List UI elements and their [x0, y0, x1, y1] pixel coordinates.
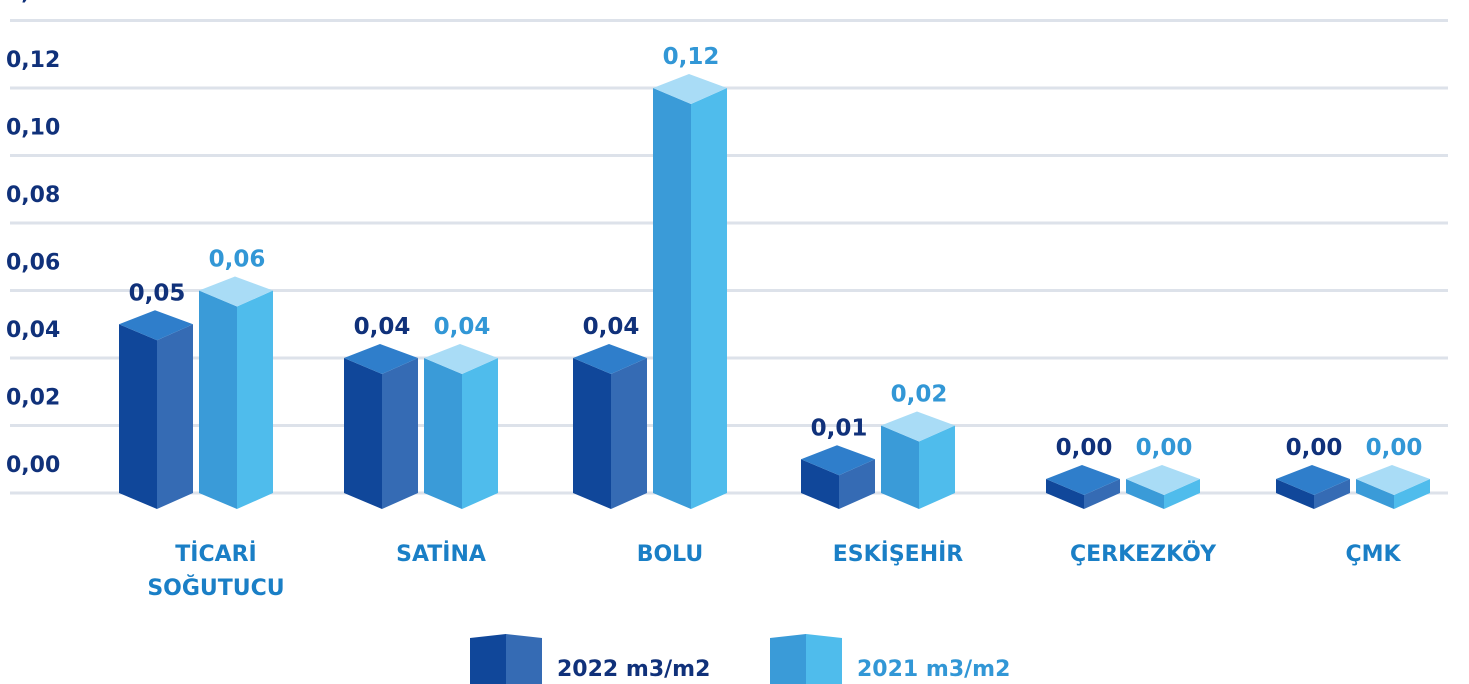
- y-tick-label: 0,00: [6, 453, 60, 478]
- value-label: 0,04: [583, 314, 640, 340]
- bar-side-face: [1164, 479, 1200, 509]
- bar-front-face: [1046, 479, 1084, 509]
- category-label: SATİNA: [396, 541, 486, 567]
- bar-top-face: [199, 276, 273, 307]
- bar-top-face: [1126, 465, 1200, 495]
- y-axis-ticks: 0,00 0,02 0,04 0,06 0,08 0,10 0,12 0,14: [6, 0, 60, 478]
- value-label: 0,02: [891, 382, 948, 408]
- value-label: 0,04: [434, 314, 491, 340]
- value-labels: 0,05 0,06 0,04 0,04 0,04 0,12 0,01 0,02 0,00 0,00…: [129, 44, 1423, 461]
- legend-swatch-front: [470, 634, 506, 684]
- y-tick-label: 0,02: [6, 386, 60, 411]
- bar-2021: [1356, 465, 1430, 509]
- category-label: ÇMK: [1345, 542, 1401, 567]
- value-label: 0,01: [811, 415, 868, 441]
- legend: 2022 m3/m2 2021 m3/m2: [470, 634, 1010, 684]
- legend-swatch-front: [770, 634, 806, 684]
- bar-2021: [653, 74, 727, 509]
- value-label: 0,00: [1136, 435, 1193, 461]
- legend-label: 2022 m3/m2: [557, 657, 710, 682]
- value-label: 0,00: [1056, 435, 1113, 461]
- value-label: 0,12: [663, 44, 720, 70]
- y-tick-label: 0,10: [6, 116, 60, 141]
- bar-series: [119, 74, 1430, 509]
- value-label: 0,06: [209, 247, 266, 273]
- value-label: 0,05: [129, 280, 186, 306]
- bar-side-face: [691, 88, 727, 509]
- bar-top-face: [573, 344, 647, 374]
- bar-front-face: [1356, 479, 1394, 509]
- bar-front-face: [344, 358, 382, 509]
- legend-label: 2021 m3/m2: [857, 657, 1010, 682]
- bar-top-face: [653, 74, 727, 104]
- bar-front-face: [1126, 479, 1164, 509]
- category-label: TİCARİ: [175, 541, 257, 567]
- y-tick-label: 0,12: [6, 48, 60, 73]
- bar-2022: [801, 445, 875, 509]
- value-label: 0,04: [354, 314, 411, 340]
- bar-2021: [424, 344, 498, 509]
- bar-2022: [573, 344, 647, 509]
- y-tick-label: 0,04: [6, 318, 60, 343]
- bar-top-face: [424, 344, 498, 374]
- bar-2022: [119, 310, 193, 509]
- bar-side-face: [157, 324, 193, 509]
- bar-front-face: [119, 324, 157, 509]
- bar-front-face: [881, 425, 919, 509]
- bar-side-face: [1314, 479, 1350, 509]
- bar-side-face: [237, 290, 273, 509]
- bar-top-face: [1276, 465, 1350, 495]
- bar-top-face: [119, 310, 193, 341]
- bar-2022: [344, 344, 418, 509]
- category-label: SOĞUTUCU: [147, 575, 284, 601]
- category-label: BOLU: [637, 542, 704, 567]
- legend-item-2022: 2022 m3/m2: [470, 634, 710, 684]
- bar-2022: [1276, 465, 1350, 509]
- x-axis-categories: TİCARİ SOĞUTUCU SATİNA BOLU ESKİŞEHİR ÇERKEZK…: [147, 541, 1401, 601]
- bar-top-face: [344, 344, 418, 374]
- bar-top-face: [1356, 465, 1430, 495]
- legend-item-2021: 2021 m3/m2: [770, 634, 1010, 684]
- bar-2021: [881, 411, 955, 509]
- bar-top-face: [1046, 465, 1120, 495]
- bar-2021: [1126, 465, 1200, 509]
- bar-front-face: [199, 290, 237, 509]
- bar-front-face: [573, 358, 611, 509]
- bar-side-face: [1084, 479, 1120, 509]
- bar-front-face: [801, 459, 839, 509]
- legend-swatch-side: [806, 634, 842, 684]
- y-tick-label: 0,06: [6, 251, 60, 276]
- category-label: ESKİŞEHİR: [833, 541, 964, 567]
- bar-2022: [1046, 465, 1120, 509]
- bar-front-face: [1276, 479, 1314, 509]
- y-tick-label: 0,14: [6, 0, 60, 6]
- category-label: ÇERKEZKÖY: [1070, 541, 1217, 567]
- bar-side-face: [1394, 479, 1430, 509]
- value-label: 0,00: [1366, 435, 1423, 461]
- legend-swatch-side: [506, 634, 542, 684]
- value-label: 0,00: [1286, 435, 1343, 461]
- bar-front-face: [653, 88, 691, 509]
- bar-side-face: [839, 459, 875, 509]
- bar-side-face: [462, 358, 498, 509]
- bar-2021: [199, 276, 273, 509]
- bar-top-face: [801, 445, 875, 476]
- bar-front-face: [424, 358, 462, 509]
- y-tick-label: 0,08: [6, 183, 60, 208]
- bar-side-face: [611, 358, 647, 509]
- bar-side-face: [382, 358, 418, 509]
- bar-side-face: [919, 425, 955, 509]
- bar-top-face: [881, 411, 955, 442]
